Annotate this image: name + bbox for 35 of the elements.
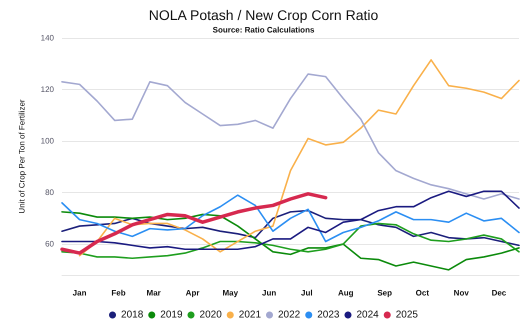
x-tick-label: Oct bbox=[416, 288, 430, 298]
line-series bbox=[61, 211, 520, 271]
legend-label: 2023 bbox=[317, 310, 340, 320]
x-tick-label: Dec bbox=[492, 288, 507, 298]
line-series bbox=[61, 73, 520, 200]
x-tick-label: Jul bbox=[301, 288, 313, 298]
y-tick-label: 80 bbox=[45, 188, 55, 198]
chart-title: NOLA Potash / New Crop Corn Ratio bbox=[148, 7, 378, 23]
legend-label: 2025 bbox=[396, 310, 418, 320]
y-tick-label: 60 bbox=[45, 240, 55, 249]
y-tick-label: 100 bbox=[40, 136, 55, 146]
x-tick-label: May bbox=[222, 288, 239, 298]
y-tick-label: 140 bbox=[40, 34, 55, 42]
x-tick-label: Nov bbox=[454, 288, 470, 298]
line-series bbox=[78, 59, 520, 256]
legend-label: 2021 bbox=[238, 310, 262, 320]
y-axis-title: Unit of Crop Per Ton of Fertilizer bbox=[18, 99, 26, 214]
line-series bbox=[61, 190, 520, 250]
x-tick-label: Feb bbox=[111, 288, 126, 298]
x-tick-label: Apr bbox=[186, 288, 200, 298]
x-tick-label: Jun bbox=[262, 288, 276, 298]
y-tick-label: 120 bbox=[40, 85, 55, 94]
x-tick-label: Jan bbox=[72, 288, 87, 298]
legend-label: 2024 bbox=[356, 310, 380, 320]
x-tick-label: Mar bbox=[146, 288, 161, 298]
legend-label: 2018 bbox=[121, 310, 144, 320]
legend-label: 2020 bbox=[200, 310, 222, 320]
line-series bbox=[61, 222, 520, 260]
legend-label: 2019 bbox=[160, 310, 183, 320]
line-series bbox=[61, 194, 520, 242]
chart-subtitle: Source: Ratio Calculations bbox=[212, 26, 315, 34]
x-tick-label: Sep bbox=[377, 288, 392, 298]
legend-label: 2022 bbox=[278, 310, 301, 320]
x-tick-label: Aug bbox=[338, 288, 354, 298]
line-series bbox=[60, 192, 328, 255]
